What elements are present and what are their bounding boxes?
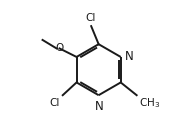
Text: N: N — [125, 50, 134, 63]
Text: CH$_3$: CH$_3$ — [139, 96, 161, 110]
Text: Cl: Cl — [85, 13, 95, 23]
Text: N: N — [95, 100, 103, 113]
Text: O: O — [55, 43, 64, 53]
Text: Cl: Cl — [49, 98, 60, 108]
